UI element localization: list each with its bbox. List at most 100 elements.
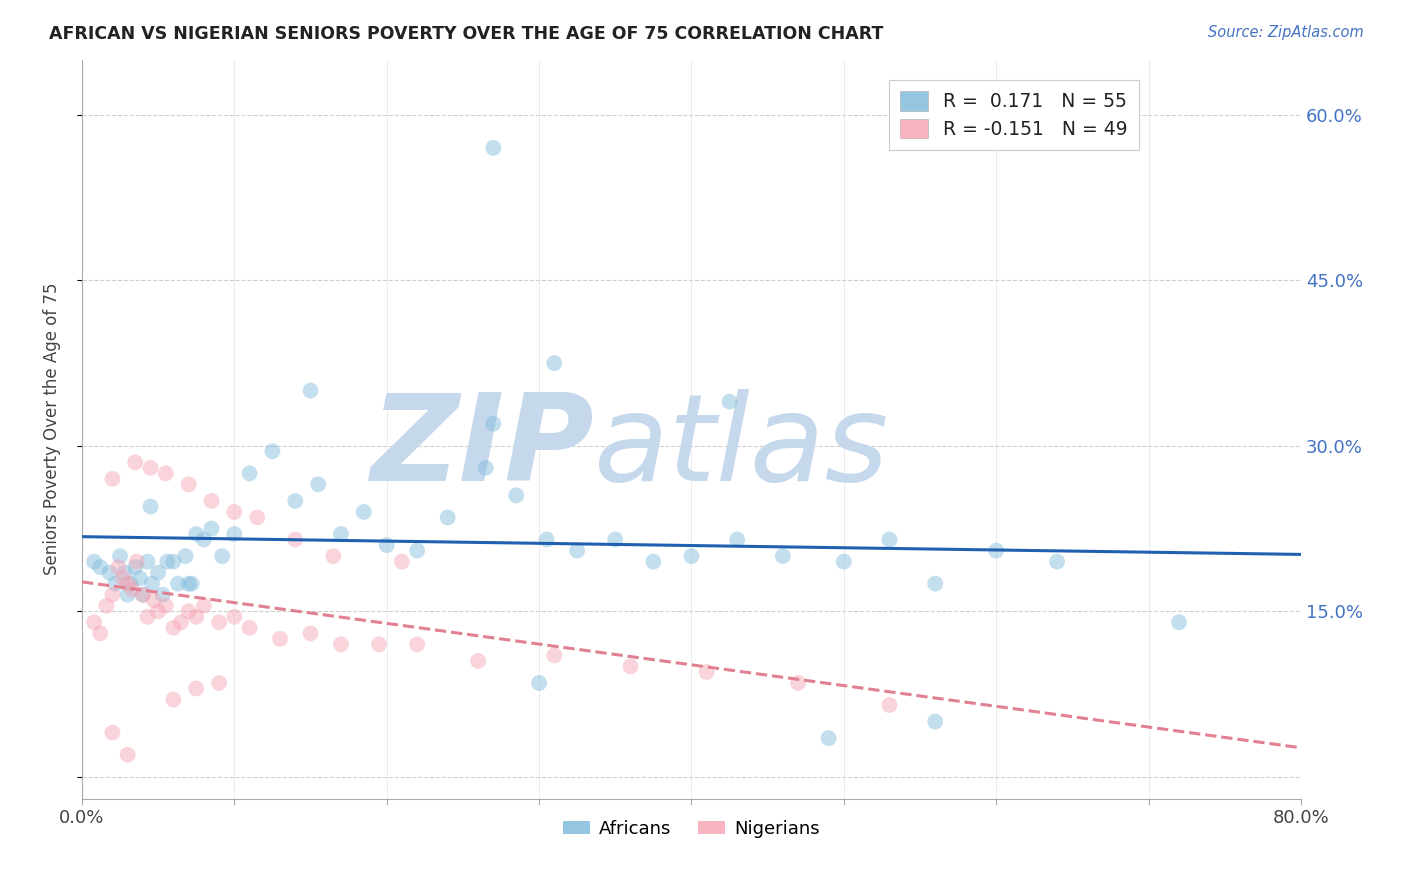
- Point: [108, 549, 131, 563]
- Point: [375, 538, 398, 552]
- Legend: Africans, Nigerians: Africans, Nigerians: [555, 813, 827, 846]
- Point: [136, 609, 159, 624]
- Point: [322, 549, 344, 563]
- Point: [104, 576, 127, 591]
- Point: [505, 488, 527, 502]
- Point: [167, 576, 190, 591]
- Point: [170, 615, 193, 630]
- Point: [200, 522, 222, 536]
- Point: [141, 576, 163, 591]
- Point: [186, 681, 208, 696]
- Point: [177, 576, 200, 591]
- Point: [208, 676, 231, 690]
- Point: [101, 725, 124, 739]
- Point: [208, 615, 231, 630]
- Point: [772, 549, 794, 563]
- Point: [353, 505, 375, 519]
- Point: [155, 467, 177, 481]
- Point: [299, 626, 322, 640]
- Point: [101, 588, 124, 602]
- Point: [565, 543, 588, 558]
- Point: [299, 384, 322, 398]
- Point: [146, 566, 169, 580]
- Point: [186, 609, 208, 624]
- Point: [391, 555, 413, 569]
- Point: [832, 555, 855, 569]
- Point: [83, 615, 105, 630]
- Point: [284, 533, 307, 547]
- Point: [330, 637, 353, 651]
- Point: [83, 555, 105, 569]
- Point: [924, 714, 946, 729]
- Point: [406, 543, 429, 558]
- Point: [146, 604, 169, 618]
- Point: [482, 417, 505, 431]
- Point: [406, 637, 429, 651]
- Point: [986, 543, 1008, 558]
- Point: [186, 527, 208, 541]
- Point: [269, 632, 291, 646]
- Point: [238, 467, 260, 481]
- Point: [155, 599, 177, 613]
- Point: [139, 500, 162, 514]
- Point: [177, 604, 200, 618]
- Point: [117, 576, 139, 591]
- Point: [193, 533, 215, 547]
- Point: [681, 549, 703, 563]
- Point: [120, 576, 142, 591]
- Point: [224, 527, 246, 541]
- Point: [543, 356, 565, 370]
- Point: [1168, 615, 1191, 630]
- Text: Source: ZipAtlas.com: Source: ZipAtlas.com: [1208, 25, 1364, 40]
- Point: [1046, 555, 1069, 569]
- Point: [211, 549, 233, 563]
- Point: [98, 566, 121, 580]
- Point: [619, 659, 641, 673]
- Point: [436, 510, 458, 524]
- Point: [136, 555, 159, 569]
- Text: AFRICAN VS NIGERIAN SENIORS POVERTY OVER THE AGE OF 75 CORRELATION CHART: AFRICAN VS NIGERIAN SENIORS POVERTY OVER…: [49, 25, 883, 43]
- Point: [162, 692, 184, 706]
- Point: [124, 455, 146, 469]
- Point: [114, 566, 136, 580]
- Point: [224, 505, 246, 519]
- Point: [262, 444, 284, 458]
- Point: [107, 560, 129, 574]
- Point: [89, 626, 111, 640]
- Point: [162, 621, 184, 635]
- Point: [193, 599, 215, 613]
- Point: [307, 477, 329, 491]
- Point: [725, 533, 748, 547]
- Point: [89, 560, 111, 574]
- Point: [142, 593, 165, 607]
- Point: [718, 394, 741, 409]
- Point: [124, 560, 146, 574]
- Point: [238, 621, 260, 635]
- Point: [156, 555, 179, 569]
- Point: [467, 654, 489, 668]
- Point: [787, 676, 810, 690]
- Point: [101, 472, 124, 486]
- Point: [543, 648, 565, 663]
- Point: [527, 676, 550, 690]
- Point: [696, 665, 718, 679]
- Point: [200, 494, 222, 508]
- Point: [177, 477, 200, 491]
- Point: [246, 510, 269, 524]
- Point: [474, 460, 496, 475]
- Y-axis label: Seniors Poverty Over the Age of 75: Seniors Poverty Over the Age of 75: [44, 283, 60, 575]
- Point: [879, 698, 901, 712]
- Point: [643, 555, 665, 569]
- Point: [924, 576, 946, 591]
- Point: [224, 609, 246, 624]
- Point: [112, 571, 135, 585]
- Text: ZIP: ZIP: [370, 389, 593, 506]
- Point: [330, 527, 353, 541]
- Point: [482, 141, 505, 155]
- Point: [125, 555, 148, 569]
- Point: [152, 588, 174, 602]
- Point: [536, 533, 558, 547]
- Point: [879, 533, 901, 547]
- Point: [121, 582, 143, 597]
- Point: [162, 555, 184, 569]
